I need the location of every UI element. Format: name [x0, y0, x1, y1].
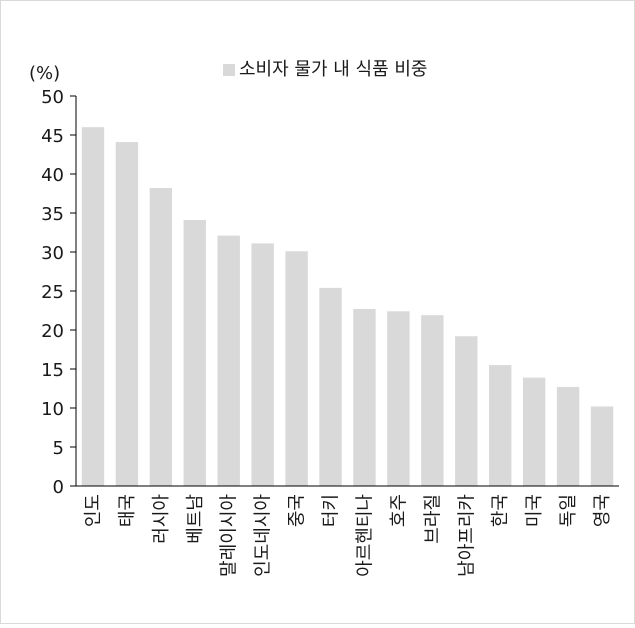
bar-5 — [251, 243, 274, 486]
y-tick-label: 15 — [41, 360, 64, 381]
x-tick-label: 미국 — [524, 494, 545, 527]
x-tick-label: 중국 — [287, 494, 308, 527]
y-axis: 0 5 10 15 20 25 30 35 40 45 50 — [41, 87, 77, 498]
legend-swatch — [223, 64, 235, 76]
x-tick-label: 인도 — [83, 494, 104, 527]
y-tick-label: 35 — [41, 204, 64, 225]
y-tick-label: 0 — [53, 477, 64, 498]
y-tick-label: 10 — [41, 399, 64, 420]
x-tick-label: 말레이시아 — [219, 494, 240, 577]
y-tick-label: 20 — [41, 321, 64, 342]
bar-13 — [522, 377, 546, 486]
y-tick-label: 50 — [41, 87, 64, 108]
bar-4 — [217, 235, 240, 486]
bars — [81, 127, 614, 487]
x-tick-label: 브라질 — [422, 494, 443, 544]
bar-3 — [183, 220, 206, 486]
bar-6 — [285, 251, 308, 486]
y-tick-label: 40 — [41, 165, 64, 186]
y-tick-label: 25 — [41, 282, 64, 303]
y-tick-label: 30 — [41, 243, 64, 264]
x-tick-label: 터키 — [321, 494, 342, 527]
bar-14 — [556, 386, 580, 486]
legend-label: 소비자 물가 내 식품 비중 — [239, 59, 428, 80]
x-tick-label: 독일 — [558, 494, 579, 527]
x-tick-label: 영국 — [592, 494, 613, 527]
bar-2 — [149, 188, 173, 487]
bar-15 — [590, 406, 614, 486]
y-axis-unit-label: (%) — [29, 63, 60, 84]
x-tick-label: 러시아 — [151, 494, 172, 544]
bar-12 — [489, 365, 512, 486]
x-tick-label: 한국 — [490, 494, 511, 527]
bar-11 — [455, 336, 478, 486]
bar-10 — [421, 315, 444, 486]
x-tick-label: 호주 — [388, 494, 409, 527]
x-tick-label: 남아프리카 — [456, 494, 477, 577]
y-tick-label: 45 — [41, 126, 64, 147]
bar-1 — [115, 142, 139, 486]
bar-8 — [353, 308, 376, 486]
y-tick-label: 5 — [53, 438, 64, 459]
legend: 소비자 물가 내 식품 비중 — [223, 59, 428, 80]
x-axis: 인도 태국 러시아 베트남 말레이시아 인도네시아 중국 터키 아르헨티나 호주 브라질 남아프리카 한… — [76, 485, 619, 577]
x-tick-label: 아르헨티나 — [354, 494, 375, 577]
bar-9 — [387, 311, 410, 486]
x-tick-label: 인도네시아 — [253, 494, 274, 577]
bar-0 — [81, 127, 105, 486]
bar-7 — [319, 287, 342, 486]
x-tick-label: 베트남 — [185, 494, 206, 544]
x-tick-label: 태국 — [117, 494, 138, 527]
